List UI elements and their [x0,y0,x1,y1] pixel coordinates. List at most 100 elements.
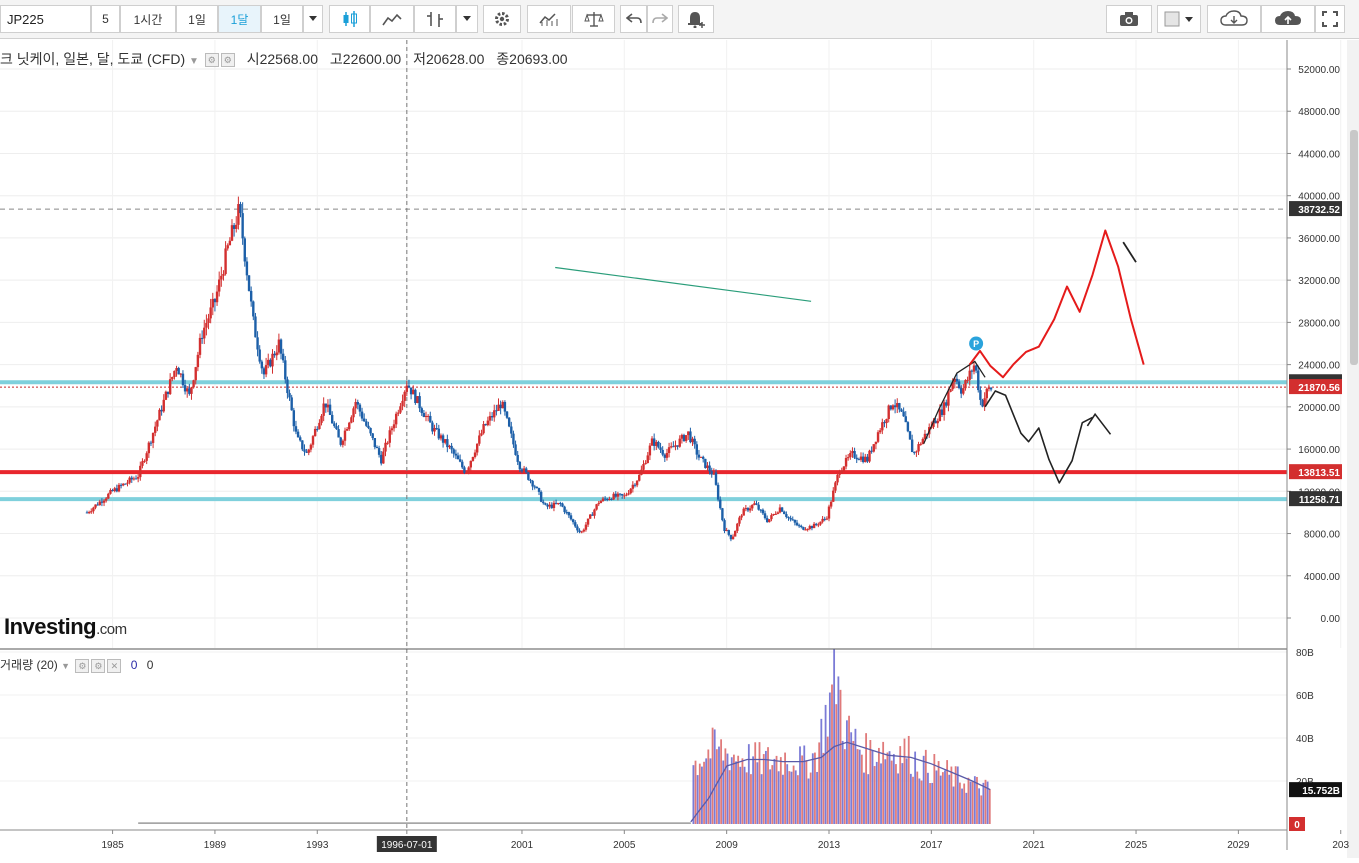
candle-body [352,408,355,418]
candle-body [618,493,622,495]
candle-body [787,516,790,518]
volume-bar [978,788,981,824]
candle-body [652,438,656,446]
legend-dropdown-icon[interactable]: ▼ [189,56,199,67]
candle-body [328,404,332,415]
alert-button[interactable] [678,5,714,33]
candle-body [915,451,918,453]
candle-body [194,367,197,381]
close-icon[interactable]: ✕ [107,658,122,673]
load-cloud-button[interactable] [1207,5,1261,33]
volume-bar [877,747,880,824]
candle-body [228,240,232,246]
candle-body [375,446,379,449]
candle-body [729,534,733,540]
compare-button[interactable] [572,5,615,33]
forecast-stroke-black [1122,241,1137,263]
logo-name: Investing [4,614,97,639]
candlestick-type-button[interactable] [329,5,370,33]
volume-bar [880,763,882,824]
volume-bar [892,754,895,824]
chart-area[interactable]: P 52000.00 48000.00 44000.00 40000.00 36000.… [0,39,1359,858]
area-chart-button[interactable] [370,5,414,33]
candle-body [606,498,609,500]
candle-body [665,452,669,458]
candle-body [661,449,664,455]
interval-1d-button[interactable]: 1일 [176,5,218,33]
volume-bar [897,773,899,824]
settings-small-icon-2[interactable]: ⚙ [220,53,235,68]
forecast-path-red [968,229,1145,379]
interval-5-button[interactable]: 5 [91,5,120,33]
volume-settings-icon[interactable]: ⚙ [75,658,90,673]
candle-body [132,478,136,480]
x-tick-label: 2029 [1227,840,1250,851]
price-line-label: 11258.71 [1299,495,1341,506]
color-button[interactable] [1157,5,1201,33]
candle-body [203,327,206,339]
price-chart[interactable]: P 52000.00 48000.00 44000.00 40000.00 36000.… [0,39,1359,858]
candle-body [785,514,788,517]
candle-body [341,440,345,445]
volume-tick-label: 40B [1296,734,1314,745]
save-cloud-button[interactable] [1261,5,1315,33]
candle-body [136,477,140,479]
fullscreen-button[interactable] [1315,5,1345,33]
volume-tick-label: 80B [1296,648,1314,659]
undo-button[interactable] [620,5,647,33]
candlestick-icon [343,11,357,27]
candle-body [791,519,794,521]
volume-zero-label: 0 [1294,820,1300,831]
price-line-label-bg [1289,201,1342,217]
chart-type-dropdown[interactable] [456,5,478,33]
volume-legend-label: 거래량 (20) [0,658,58,672]
candle-body [444,439,447,443]
axes: 52000.00 48000.00 44000.00 40000.00 36000.00… [0,40,1359,858]
scrollbar-thumb [1350,130,1358,365]
volume-settings-icon-2[interactable]: ⚙ [91,658,106,673]
settings-button[interactable] [483,5,521,33]
bars-button[interactable] [414,5,456,33]
range-dropdown[interactable] [303,5,323,33]
symbol-field[interactable]: JP225 [0,5,91,33]
candle-body [224,248,227,274]
volume-bar [786,764,789,824]
volume-bar [903,738,906,824]
candle-body [392,424,396,429]
candle-body [751,504,754,509]
candle-body [384,442,387,452]
candle-body [247,275,251,291]
candle-body [271,353,274,367]
candle-body [156,420,159,427]
volume-bar [890,760,893,824]
candle-body [780,507,784,512]
candle-body [254,316,257,338]
candle-body [345,428,349,431]
candle-body [872,444,875,452]
interval-1mo-button[interactable]: 1달 [218,5,261,33]
x-tick-label: 1985 [101,840,124,851]
trend-drawings[interactable]: P [555,229,1145,484]
redo-button[interactable] [647,5,673,33]
candle-body [542,501,545,504]
volume-bar [777,771,780,824]
candle-body [143,460,146,462]
candle-body [640,469,643,475]
candle-body [663,454,667,458]
interval-1h-button[interactable]: 1시간 [120,5,176,33]
indicators-button[interactable] [527,5,571,33]
volume-bar [912,776,914,824]
range-button[interactable]: 1일 [261,5,303,33]
candle-body [529,479,532,481]
candle-body [94,504,97,508]
settings-small-icon[interactable]: ⚙ [204,53,219,68]
candle-body [913,452,916,454]
candle-body [141,461,144,466]
candle-body [158,409,161,421]
volume-dropdown-icon[interactable]: ▼ [61,661,71,671]
candle-body [230,225,234,241]
volume-bar [869,740,872,824]
screenshot-button[interactable] [1106,5,1152,33]
candle-body [804,529,807,531]
volume-bar [959,782,961,824]
